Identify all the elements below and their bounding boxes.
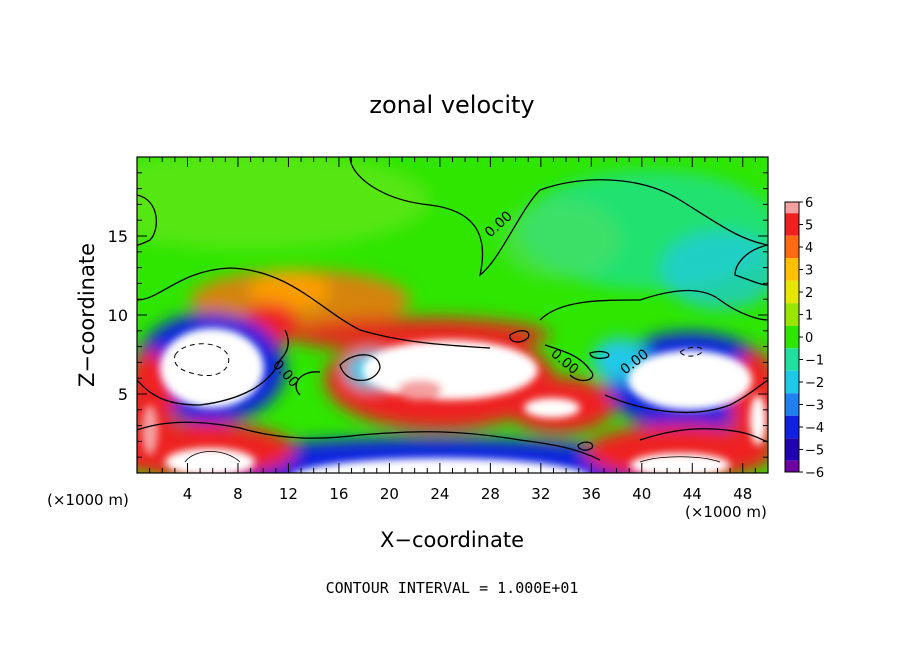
colorbar-swatch (785, 325, 799, 349)
colorbar-swatch (785, 303, 799, 326)
colorbar-tick-label: 6 (805, 196, 813, 211)
x-tick-label: 44 (683, 485, 702, 503)
x-unit-right: (×1000 m) (685, 503, 767, 521)
x-tick-label: 4 (183, 485, 193, 503)
colorbar-tick-label: 0 (805, 331, 813, 346)
y-axis-label: Z−coordinate (75, 243, 99, 387)
colorbar-tick-label: 2 (805, 286, 813, 301)
chart-title: zonal velocity (369, 91, 534, 119)
colorbar-swatch (785, 202, 799, 214)
x-axis-label: X−coordinate (380, 528, 524, 552)
x-tick-label: 28 (481, 485, 500, 503)
x-tick-label: 48 (733, 485, 752, 503)
x-axis: 4 8 12 16 20 24 28 32 36 40 44 48 (149, 157, 756, 503)
colorbar-swatch (785, 460, 799, 472)
x-tick-label: 36 (582, 485, 601, 503)
x-tick-label: 12 (279, 485, 298, 503)
colorbar-swatch (785, 213, 799, 236)
colorbar-swatch (785, 280, 799, 304)
x-tick-label: 24 (430, 485, 449, 503)
colorbar-tick-label: 5 (805, 219, 813, 234)
y-tick-label: 10 (108, 306, 128, 325)
x-tick-label: 20 (380, 485, 399, 503)
colorbar-tick-label: 4 (805, 241, 813, 256)
colorbar-swatch (785, 348, 799, 371)
x-tick-label: 40 (632, 485, 651, 503)
colorbar-swatch (785, 258, 799, 281)
colorbar-tick-label: 3 (805, 264, 813, 279)
y-tick-label: 15 (108, 227, 128, 246)
y-axis: 5 10 15 (108, 172, 768, 458)
colorbar-swatch (785, 393, 799, 416)
contour-interval-footer: CONTOUR INTERVAL = 1.000E+01 (326, 579, 579, 597)
x-tick-label: 32 (531, 485, 550, 503)
colorbar-swatch (785, 438, 799, 461)
colorbar-tick-label: −2 (805, 376, 824, 391)
x-tick-label: 16 (329, 485, 348, 503)
colorbar: 6 5 4 3 2 1 0 −1 −2 −3 −4 −5 −6 (784, 196, 824, 481)
colorbar-tick-label: −1 (805, 354, 824, 369)
colorbar-swatch (785, 235, 799, 259)
colorbar-swatch (785, 370, 799, 394)
colorbar-tick-label: −3 (805, 399, 824, 414)
velocity-field (137, 157, 768, 473)
x-unit-left: (×1000 m) (47, 491, 129, 509)
colorbar-tick-label: −6 (805, 466, 824, 481)
colorbar-tick-label: 1 (805, 309, 813, 324)
colorbar-swatch (785, 415, 799, 439)
colorbar-tick-label: −4 (805, 421, 824, 436)
colorbar-tick-label: −5 (805, 444, 824, 459)
y-tick-label: 5 (118, 385, 128, 404)
x-tick-label: 8 (233, 485, 243, 503)
